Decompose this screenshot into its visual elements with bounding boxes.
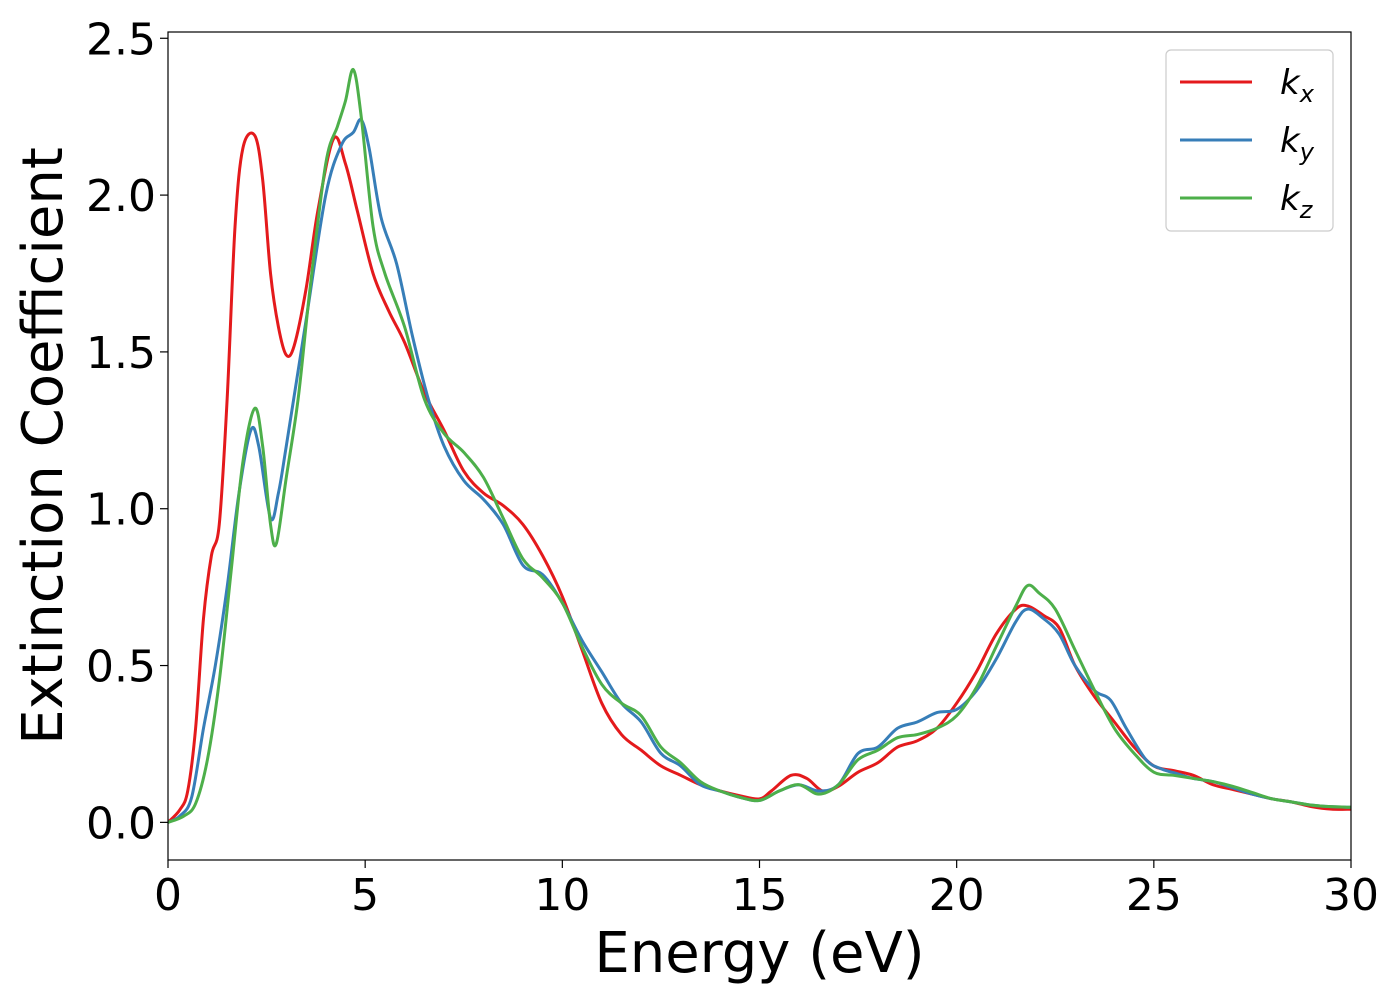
y-tick-label: 0.0 [86, 798, 156, 849]
series-layer [168, 68, 1351, 824]
y-tick-label: 2.0 [86, 171, 156, 222]
x-tick-label: 5 [351, 870, 379, 921]
series-line-kz [168, 68, 1351, 824]
y-tick-label: 0.5 [86, 642, 156, 693]
series-line-kx [168, 131, 1351, 824]
axes-layer: 0 5 10 15 20 25 30 0.0 0.5 1.0 1.5 2.0 2.5 Energy (eV… [11, 14, 1379, 986]
legend-label-ky: ky [1280, 121, 1315, 166]
legend-label-kz: kz [1280, 179, 1314, 224]
x-tick-label: 30 [1323, 870, 1379, 921]
x-tick-label: 10 [534, 870, 590, 921]
x-tick-label: 15 [732, 870, 788, 921]
series-line-ky [168, 117, 1351, 824]
y-tick-label: 2.5 [86, 14, 156, 65]
x-tick-label: 25 [1126, 870, 1182, 921]
x-tick-label: 20 [929, 870, 985, 921]
y-tick-label: 1.0 [86, 485, 156, 536]
y-tick-label: 1.5 [86, 328, 156, 379]
x-axis-title: Energy (eV) [594, 921, 924, 986]
x-tick-label: 0 [154, 870, 182, 921]
y-axis-title: Extinction Coefficient [11, 147, 76, 745]
legend: kx ky kz [1165, 49, 1334, 232]
legend-label-kx: kx [1280, 63, 1315, 108]
